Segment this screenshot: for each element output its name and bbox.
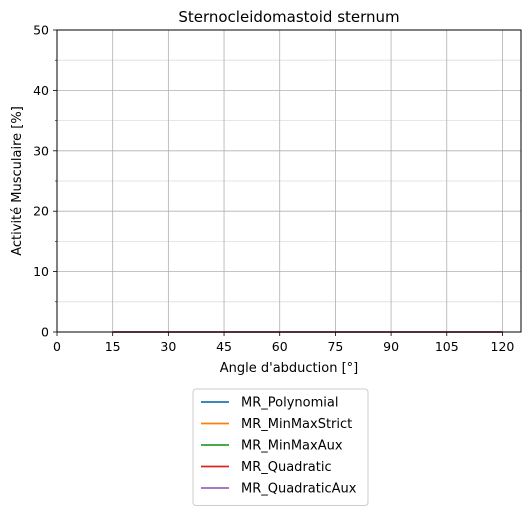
- x-tick-label: 75: [327, 339, 343, 354]
- x-axis-title: Angle d'abduction [°]: [220, 361, 359, 376]
- x-tick-label: 45: [216, 339, 232, 354]
- x-tick-label: 105: [435, 339, 459, 354]
- y-tick-label: 0: [41, 325, 49, 340]
- x-tick-label: 0: [53, 339, 61, 354]
- x-tick-label: 15: [105, 339, 121, 354]
- x-tick-label: 60: [272, 339, 288, 354]
- x-axis: 0 15 30 45 60 75 90 105 120: [53, 332, 514, 354]
- chart-title: Sternocleidomastoid sternum: [178, 8, 399, 26]
- y-tick-label: 10: [33, 264, 49, 279]
- y-tick-label: 40: [33, 83, 49, 98]
- x-tick-label: 120: [491, 339, 515, 354]
- x-tick-label: 90: [383, 339, 399, 354]
- legend-box: [192, 388, 369, 506]
- y-tick-label: 20: [33, 204, 49, 219]
- legend-label: MR_QuadraticAux: [241, 482, 357, 497]
- legend: MR_Polynomial MR_MinMaxStrict MR_MinMaxAux…: [192, 388, 369, 506]
- y-tick-label: 50: [33, 23, 49, 38]
- x-tick-label: 30: [160, 339, 176, 354]
- legend-label: MR_Polynomial: [241, 396, 338, 411]
- legend-label: MR_Quadratic: [241, 460, 332, 475]
- y-axis-title: Activité Musculaire [%]: [10, 106, 25, 256]
- legend-label: MR_MinMaxAux: [241, 439, 343, 454]
- y-axis: 0 10 20 30 40 50: [33, 23, 57, 340]
- legend-label: MR_MinMaxStrict: [241, 417, 352, 432]
- chart-grid: [56, 29, 521, 333]
- y-tick-label: 30: [33, 143, 49, 158]
